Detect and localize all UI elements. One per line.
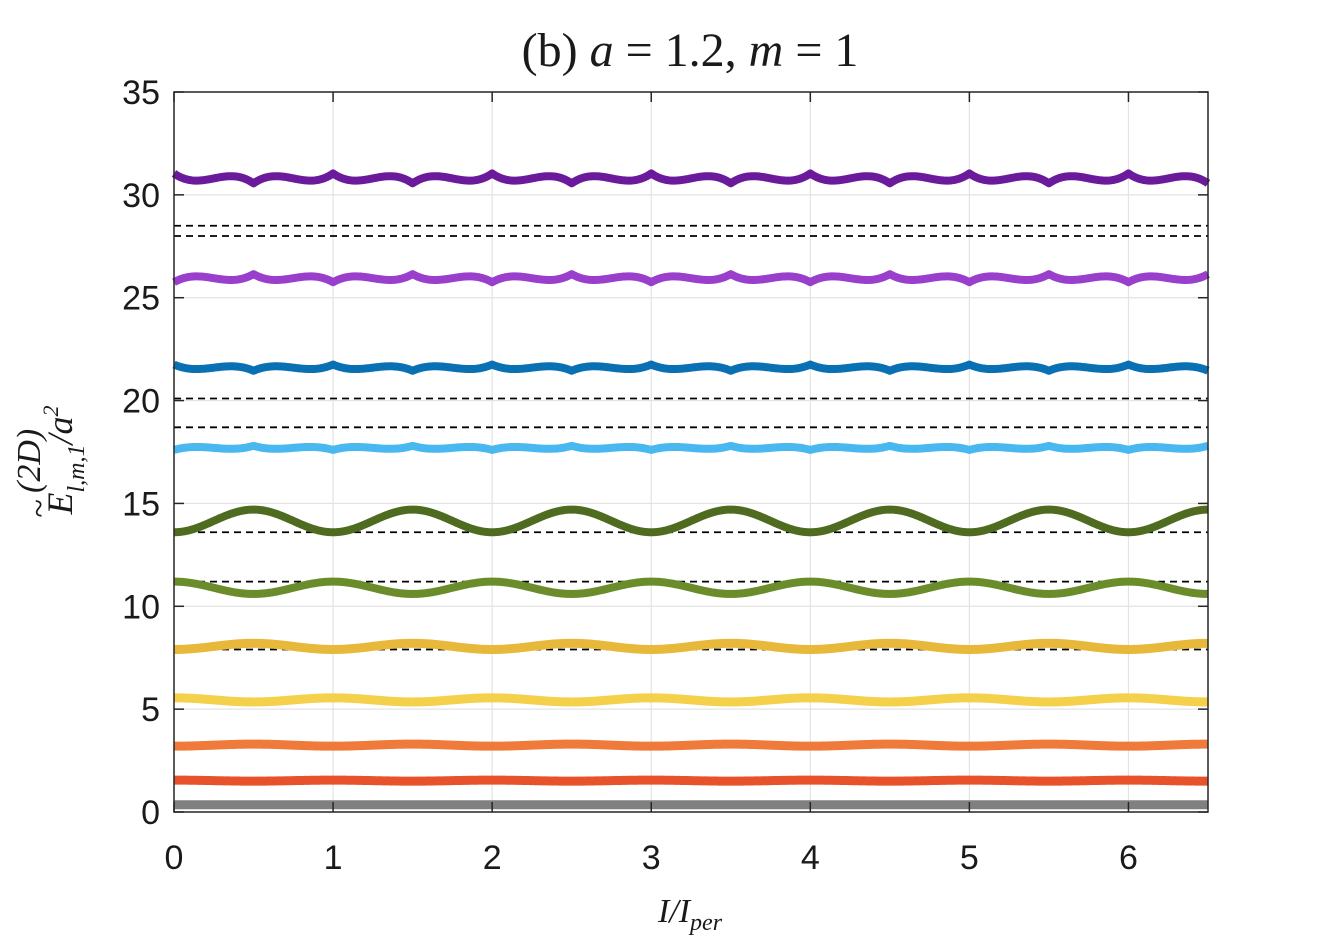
y-tick-label: 20 <box>122 383 160 421</box>
title-prefix: (b) <box>522 24 590 77</box>
x-tick-label: 1 <box>324 839 343 877</box>
series-line-11 <box>171 169 1211 188</box>
series-line-7 <box>171 505 1211 537</box>
y-tick-label: 25 <box>122 280 160 318</box>
y-axis-label: El,m,1/a2 (2D) ~ <box>11 405 90 518</box>
x-axis-label: I/Iper <box>657 893 723 936</box>
series-lines <box>171 169 1211 810</box>
chart-title: (b) a = 1.2, m = 1 <box>522 24 859 77</box>
x-tick-label: 4 <box>801 839 820 877</box>
x-tick-label: 5 <box>960 839 979 877</box>
x-ticks: 0 1 2 3 4 5 6 <box>165 92 1138 877</box>
series-line-4 <box>171 693 1211 707</box>
y-tick-label: 10 <box>122 588 160 626</box>
title-m-value: = 1 <box>783 24 858 77</box>
y-tick-label: 5 <box>141 691 160 729</box>
x-tick-label: 3 <box>642 839 661 877</box>
x-axis-label-sub: per <box>688 910 723 936</box>
series-line-10 <box>171 270 1211 287</box>
y-axis-label-sub: l,m,1 <box>64 445 90 493</box>
series-line-2 <box>171 775 1211 786</box>
svg-text:El,m,1/a2: El,m,1/a2 <box>38 405 90 515</box>
y-tick-label: 35 <box>122 74 160 112</box>
y-tick-label: 15 <box>122 485 160 523</box>
title-a-symbol: a <box>590 24 614 77</box>
y-ticks: 0 5 10 15 20 25 30 35 <box>122 74 1208 832</box>
y-axis-label-e: E <box>40 493 80 516</box>
y-axis-label-tail: /a <box>40 416 80 446</box>
series-line-5 <box>171 638 1211 654</box>
plot-frame <box>173 91 1209 813</box>
x-axis-label-main: I/I <box>657 893 692 930</box>
y-axis-label-sup: (2D) <box>11 429 48 493</box>
series-line-3 <box>171 739 1211 751</box>
y-axis-label-tilde: ~ <box>21 500 58 518</box>
series-line-8 <box>171 441 1211 454</box>
series-line-6 <box>171 577 1211 598</box>
y-tick-label: 0 <box>141 794 160 832</box>
title-a-value: = 1.2, <box>614 24 749 77</box>
y-tick-label: 30 <box>122 177 160 215</box>
series-line-9 <box>171 360 1211 375</box>
y-axis-label-sq: 2 <box>38 405 63 416</box>
x-tick-label: 6 <box>1119 839 1138 877</box>
x-tick-label: 2 <box>483 839 502 877</box>
title-m-symbol: m <box>749 24 784 77</box>
x-tick-label: 0 <box>165 839 184 877</box>
